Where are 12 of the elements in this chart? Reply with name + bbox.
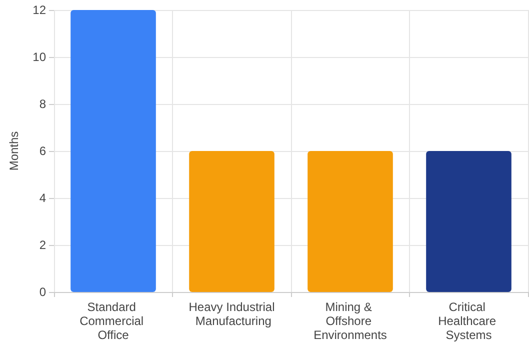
x-tick-label: Mining & Offshore Environments xyxy=(314,300,387,342)
y-tick-label: 10 xyxy=(32,50,46,64)
x-tick-label: Standard Commercial Office xyxy=(80,300,147,342)
x-tick-label: Heavy Industrial Manufacturing xyxy=(188,300,275,328)
y-tick-label: 6 xyxy=(39,144,46,158)
y-tick-label: 12 xyxy=(32,3,46,17)
y-tick-label: 8 xyxy=(39,97,46,111)
y-tick-label: 4 xyxy=(39,191,46,205)
y-axis-title: Months xyxy=(7,131,21,171)
x-tick-label: Critical Healthcare Systems xyxy=(438,300,500,342)
y-tick-label: 2 xyxy=(39,238,46,252)
y-tick-label: 0 xyxy=(39,285,46,299)
